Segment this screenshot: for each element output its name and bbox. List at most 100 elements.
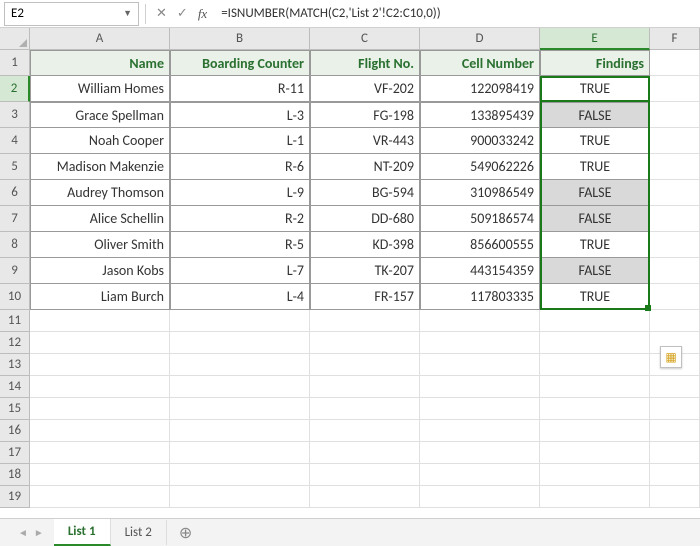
name-box[interactable]: E2 ▼ bbox=[4, 2, 139, 26]
row-header-10[interactable]: 10 bbox=[0, 284, 30, 310]
cell-D15[interactable] bbox=[420, 398, 540, 420]
cell-D16[interactable] bbox=[420, 420, 540, 442]
cell-B9[interactable]: L-7 bbox=[170, 258, 310, 284]
cell-F15[interactable] bbox=[650, 398, 700, 420]
row-header-1[interactable]: 1 bbox=[0, 50, 30, 76]
cell-F11[interactable] bbox=[650, 310, 700, 332]
chevron-down-icon[interactable]: ▼ bbox=[123, 8, 132, 19]
cell-C6[interactable]: BG-594 bbox=[310, 180, 420, 206]
cell-C2[interactable]: VF-202 bbox=[310, 76, 420, 102]
cell-C8[interactable]: KD-398 bbox=[310, 232, 420, 258]
cell-D5[interactable]: 549062226 bbox=[420, 154, 540, 180]
cell-F17[interactable] bbox=[650, 442, 700, 464]
cell-D11[interactable] bbox=[420, 310, 540, 332]
cell-C7[interactable]: DD-680 bbox=[310, 206, 420, 232]
cell-D17[interactable] bbox=[420, 442, 540, 464]
cell-D13[interactable] bbox=[420, 354, 540, 376]
cell-D9[interactable]: 443154359 bbox=[420, 258, 540, 284]
cell-A14[interactable] bbox=[30, 376, 170, 398]
row-header-17[interactable]: 17 bbox=[0, 442, 30, 464]
cell-A4[interactable]: Noah Cooper bbox=[30, 128, 170, 154]
cell-E16[interactable] bbox=[540, 420, 650, 442]
cell-D2[interactable]: 122098419 bbox=[420, 76, 540, 102]
row-header-13[interactable]: 13 bbox=[0, 354, 30, 376]
cell-E4[interactable]: TRUE bbox=[540, 128, 650, 154]
header-cell-B[interactable]: Boarding Counter bbox=[170, 50, 310, 76]
cell-A18[interactable] bbox=[30, 464, 170, 486]
cell-E9[interactable]: FALSE bbox=[540, 258, 650, 284]
cell-F16[interactable] bbox=[650, 420, 700, 442]
cancel-icon[interactable]: ✕ bbox=[156, 6, 167, 21]
cell-B12[interactable] bbox=[170, 332, 310, 354]
col-header-b[interactable]: B bbox=[170, 28, 310, 50]
cell-A16[interactable] bbox=[30, 420, 170, 442]
cell-E10[interactable]: TRUE bbox=[540, 284, 650, 310]
row-header-8[interactable]: 8 bbox=[0, 232, 30, 258]
cell-A2[interactable]: William Homes bbox=[30, 76, 170, 102]
col-header-f[interactable]: F bbox=[650, 28, 700, 50]
formula-input[interactable]: =ISNUMBER(MATCH(C2,'List 2'!C2:C10,0)) bbox=[215, 6, 700, 21]
row-header-18[interactable]: 18 bbox=[0, 464, 30, 486]
sheet-tab-list1[interactable]: List 1 bbox=[54, 519, 111, 546]
sheet-tab-list2[interactable]: List 2 bbox=[111, 520, 167, 545]
header-cell-E[interactable]: Findings bbox=[540, 50, 650, 76]
row-header-12[interactable]: 12 bbox=[0, 332, 30, 354]
cell-D8[interactable]: 856600555 bbox=[420, 232, 540, 258]
cell-E12[interactable] bbox=[540, 332, 650, 354]
cell-B14[interactable] bbox=[170, 376, 310, 398]
cell-F5[interactable] bbox=[650, 154, 700, 180]
cell-B4[interactable]: L-1 bbox=[170, 128, 310, 154]
cell-D10[interactable]: 117803335 bbox=[420, 284, 540, 310]
cell-E17[interactable] bbox=[540, 442, 650, 464]
cell-B16[interactable] bbox=[170, 420, 310, 442]
cell-F10[interactable] bbox=[650, 284, 700, 310]
cell-A8[interactable]: Oliver Smith bbox=[30, 232, 170, 258]
cell-F3[interactable] bbox=[650, 102, 700, 128]
cell-A9[interactable]: Jason Kobs bbox=[30, 258, 170, 284]
cell-C12[interactable] bbox=[310, 332, 420, 354]
cell-A6[interactable]: Audrey Thomson bbox=[30, 180, 170, 206]
cell-A19[interactable] bbox=[30, 486, 170, 508]
row-header-11[interactable]: 11 bbox=[0, 310, 30, 332]
cell-E18[interactable] bbox=[540, 464, 650, 486]
row-header-6[interactable]: 6 bbox=[0, 180, 30, 206]
col-header-d[interactable]: D bbox=[420, 28, 540, 50]
cell-B11[interactable] bbox=[170, 310, 310, 332]
col-header-e[interactable]: E bbox=[540, 28, 650, 50]
cell-F14[interactable] bbox=[650, 376, 700, 398]
cell-A5[interactable]: Madison Makenzie bbox=[30, 154, 170, 180]
row-header-3[interactable]: 3 bbox=[0, 102, 30, 128]
cell-B19[interactable] bbox=[170, 486, 310, 508]
cell-C18[interactable] bbox=[310, 464, 420, 486]
cell-D3[interactable]: 133895439 bbox=[420, 102, 540, 128]
cell-C9[interactable]: TK-207 bbox=[310, 258, 420, 284]
cell-E13[interactable] bbox=[540, 354, 650, 376]
cell-C17[interactable] bbox=[310, 442, 420, 464]
add-sheet-icon[interactable]: ⊕ bbox=[167, 523, 204, 543]
cell-E14[interactable] bbox=[540, 376, 650, 398]
cell-B15[interactable] bbox=[170, 398, 310, 420]
cell-A12[interactable] bbox=[30, 332, 170, 354]
row-header-7[interactable]: 7 bbox=[0, 206, 30, 232]
header-cell-C[interactable]: Flight No. bbox=[310, 50, 420, 76]
cell-B8[interactable]: R-5 bbox=[170, 232, 310, 258]
cell-f1[interactable] bbox=[650, 50, 700, 76]
cell-B18[interactable] bbox=[170, 464, 310, 486]
cell-D6[interactable]: 310986549 bbox=[420, 180, 540, 206]
cell-C5[interactable]: NT-209 bbox=[310, 154, 420, 180]
cell-D19[interactable] bbox=[420, 486, 540, 508]
cell-C11[interactable] bbox=[310, 310, 420, 332]
fx-icon[interactable]: fx bbox=[198, 6, 207, 22]
cell-C14[interactable] bbox=[310, 376, 420, 398]
cell-F2[interactable] bbox=[650, 76, 700, 102]
cell-A13[interactable] bbox=[30, 354, 170, 376]
tab-prev-icon[interactable]: ◄ bbox=[18, 526, 28, 539]
col-header-c[interactable]: C bbox=[310, 28, 420, 50]
row-header-4[interactable]: 4 bbox=[0, 128, 30, 154]
cell-E19[interactable] bbox=[540, 486, 650, 508]
accept-icon[interactable]: ✓ bbox=[177, 6, 188, 21]
cell-B5[interactable]: R-6 bbox=[170, 154, 310, 180]
cell-E7[interactable]: FALSE bbox=[540, 206, 650, 232]
col-header-a[interactable]: A bbox=[30, 28, 170, 50]
cell-D4[interactable]: 900033242 bbox=[420, 128, 540, 154]
